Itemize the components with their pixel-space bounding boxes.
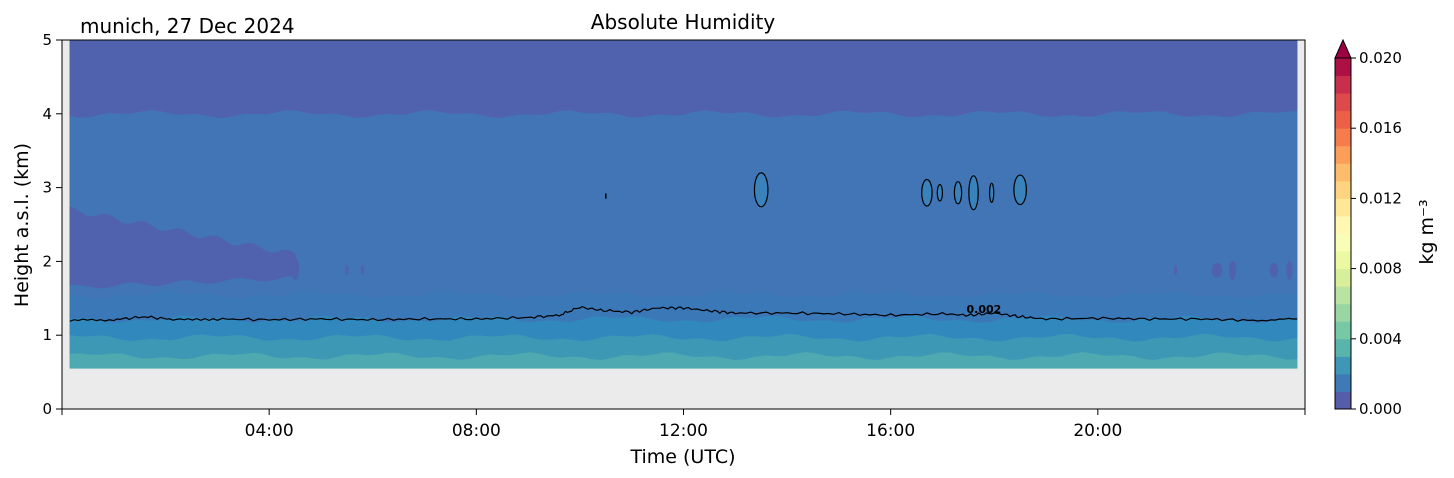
- colorbar-tick-label: 0.004: [1359, 330, 1402, 348]
- y-tick-label: 0: [42, 400, 52, 418]
- y-tick-label: 4: [42, 105, 52, 123]
- moist-patch: [1013, 174, 1027, 206]
- y-tick-label: 3: [42, 179, 52, 197]
- colorbar-tick-label: 0.000: [1359, 400, 1402, 418]
- data-layer: 0.002: [69, 40, 1298, 369]
- colorbar-band: [1335, 286, 1351, 305]
- dry-patch: [1228, 260, 1237, 280]
- colorbar-band: [1335, 391, 1351, 410]
- colorbar-tick-label: 0.008: [1359, 260, 1402, 278]
- colorbar-band: [1335, 93, 1351, 112]
- colorbar-tick-label: 0.020: [1359, 49, 1402, 67]
- colorbar-band: [1335, 163, 1351, 182]
- colorbar-tick-label: 0.012: [1359, 189, 1402, 207]
- colorbar-band: [1335, 251, 1351, 270]
- dry-patch: [1173, 265, 1178, 276]
- colorbar-band: [1335, 268, 1351, 287]
- y-tick-label: 1: [42, 326, 52, 344]
- dry-patch: [360, 265, 364, 276]
- colorbar-band: [1335, 128, 1351, 147]
- moist-patch: [921, 178, 933, 207]
- colorbar-frame: [1334, 57, 1352, 410]
- moist-patch: [968, 175, 979, 211]
- y-axis: 0 1 2 3 4 5: [42, 31, 62, 418]
- humidity-layer: [69, 40, 1298, 119]
- moist-patch: [953, 181, 963, 205]
- chart-title: Absolute Humidity: [591, 10, 776, 34]
- colorbar-band: [1335, 338, 1351, 357]
- contour-label: 0.002: [966, 303, 1001, 316]
- moist-patch: [936, 184, 944, 202]
- colorbar-band: [1335, 373, 1351, 392]
- x-tick-label: 08:00: [452, 421, 501, 441]
- x-axis-label: Time (UTC): [629, 446, 735, 468]
- colorbar-band: [1335, 215, 1351, 234]
- moist-patch: [753, 172, 769, 208]
- colorbar-band: [1335, 110, 1351, 129]
- colorbar-band: [1335, 233, 1351, 252]
- x-axis: 04:00 08:00 12:00 16:00 20:00: [61, 409, 1306, 441]
- colorbar-band: [1335, 198, 1351, 217]
- contour-line: [69, 305, 1298, 322]
- colorbar-band: [1335, 75, 1351, 94]
- y-tick-label: 2: [42, 252, 52, 270]
- x-tick-label: 20:00: [1073, 421, 1122, 441]
- y-tick-label: 5: [42, 31, 52, 49]
- x-tick-label: 12:00: [659, 421, 708, 441]
- colorbar-band: [1335, 180, 1351, 199]
- x-tick-label: 16:00: [866, 421, 915, 441]
- moist-patch: [988, 182, 995, 203]
- colorbar-band: [1335, 321, 1351, 340]
- colorbar-band: [1335, 58, 1351, 77]
- colorbar-band: [1335, 303, 1351, 322]
- dry-patch: [345, 265, 349, 276]
- y-axis-label: Height a.s.l. (km): [11, 143, 33, 307]
- dry-patch: [1211, 262, 1223, 278]
- colorbar-extend-arrow: [1334, 38, 1352, 59]
- colorbar-tick-label: 0.016: [1359, 119, 1402, 137]
- colorbar-band: [1335, 145, 1351, 164]
- colorbar-label: kg m⁻³: [1416, 199, 1438, 264]
- dry-patch: [1286, 260, 1293, 280]
- dry-patch: [1269, 262, 1279, 278]
- colorbar-band: [1335, 356, 1351, 375]
- dry-patch: [290, 257, 300, 280]
- x-tick-label: 04:00: [245, 421, 294, 441]
- location-date-label: munich, 27 Dec 2024: [80, 14, 295, 38]
- colorbar: 0.000 0.004 0.008 0.012 0.016 0.020: [1334, 38, 1402, 418]
